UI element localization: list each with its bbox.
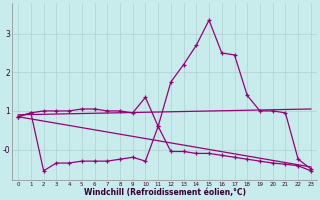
X-axis label: Windchill (Refroidissement éolien,°C): Windchill (Refroidissement éolien,°C) (84, 188, 245, 197)
